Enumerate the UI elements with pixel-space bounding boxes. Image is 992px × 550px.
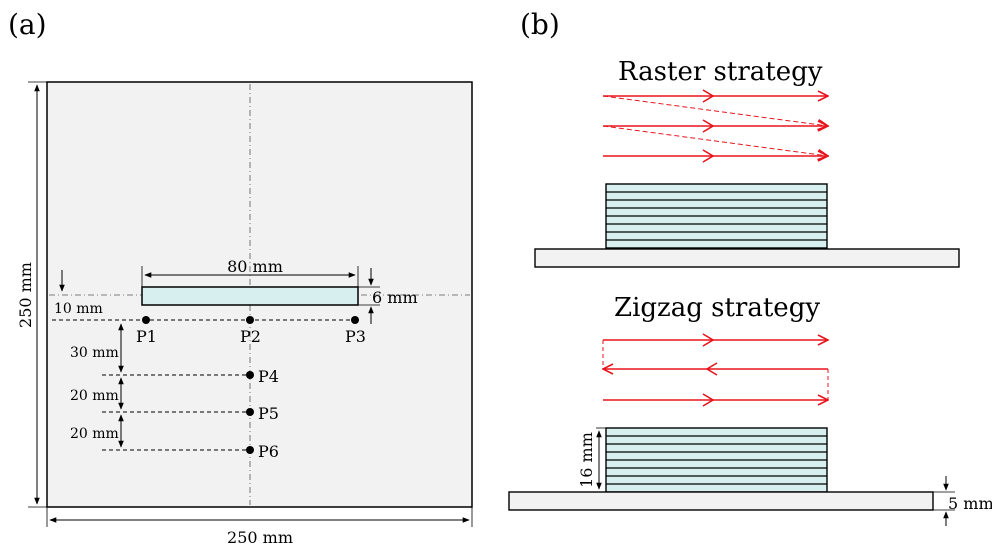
raster-pass-1-mid-arrow [702,89,715,103]
point-p6 [246,446,254,454]
point-p2 [246,316,254,324]
panel-b-label: (b) [520,8,560,41]
point-p5 [246,408,254,416]
dim-gap3-label: 20 mm [70,426,119,442]
zigzag-pass-1-mid-arrow [702,333,715,347]
dim-plate-label: 5 mm [948,494,992,513]
zigzag-pass-3-mid-arrow [702,393,715,407]
zigzag-base-plate [508,491,934,511]
dim-length-label: 80 mm [227,257,283,276]
point-p4 [246,371,254,379]
raster-base-plate [534,248,960,268]
dim-gap2-label: 20 mm [70,388,119,404]
point-p1-label: P1 [136,327,157,346]
panel-a: (a) 250 mm 250 mm 80 mm 6 mm 10 mm [8,8,473,547]
dim-thickness-label: 6 mm [372,288,418,307]
raster-return-2 [602,125,828,156]
dim-gap1-label: 30 mm [70,345,119,361]
raster-toolpath [602,89,828,163]
dim-offset-label: 10 mm [54,301,103,317]
zigzag-title: Zigzag strategy [614,293,820,323]
raster-wall [605,183,828,249]
dim-width-label: 250 mm [227,528,293,547]
zigzag-wall [605,427,828,493]
point-p3-label: P3 [345,327,366,346]
zigzag-pass-2-mid-arrow [705,362,718,376]
deposited-wall-top-view [141,286,359,306]
point-p4-label: P4 [258,367,279,386]
zigzag-toolpath [603,333,828,407]
raster-title: Raster strategy [618,57,823,87]
panel-a-label: (a) [8,8,47,41]
dim-wall-height-label: 16 mm [577,432,596,488]
point-p6-label: P6 [258,442,279,461]
point-p5-label: P5 [258,404,279,423]
raster-pass-2-mid-arrow [702,119,715,133]
point-p1 [142,316,150,324]
point-p2-label: P2 [240,327,261,346]
raster-return-1 [602,95,828,126]
point-p3 [351,316,359,324]
raster-pass-3-mid-arrow [702,149,715,163]
dim-height-label: 250 mm [16,262,35,328]
panel-b: (b) Raster strategy Zigzag strategy [508,8,992,526]
